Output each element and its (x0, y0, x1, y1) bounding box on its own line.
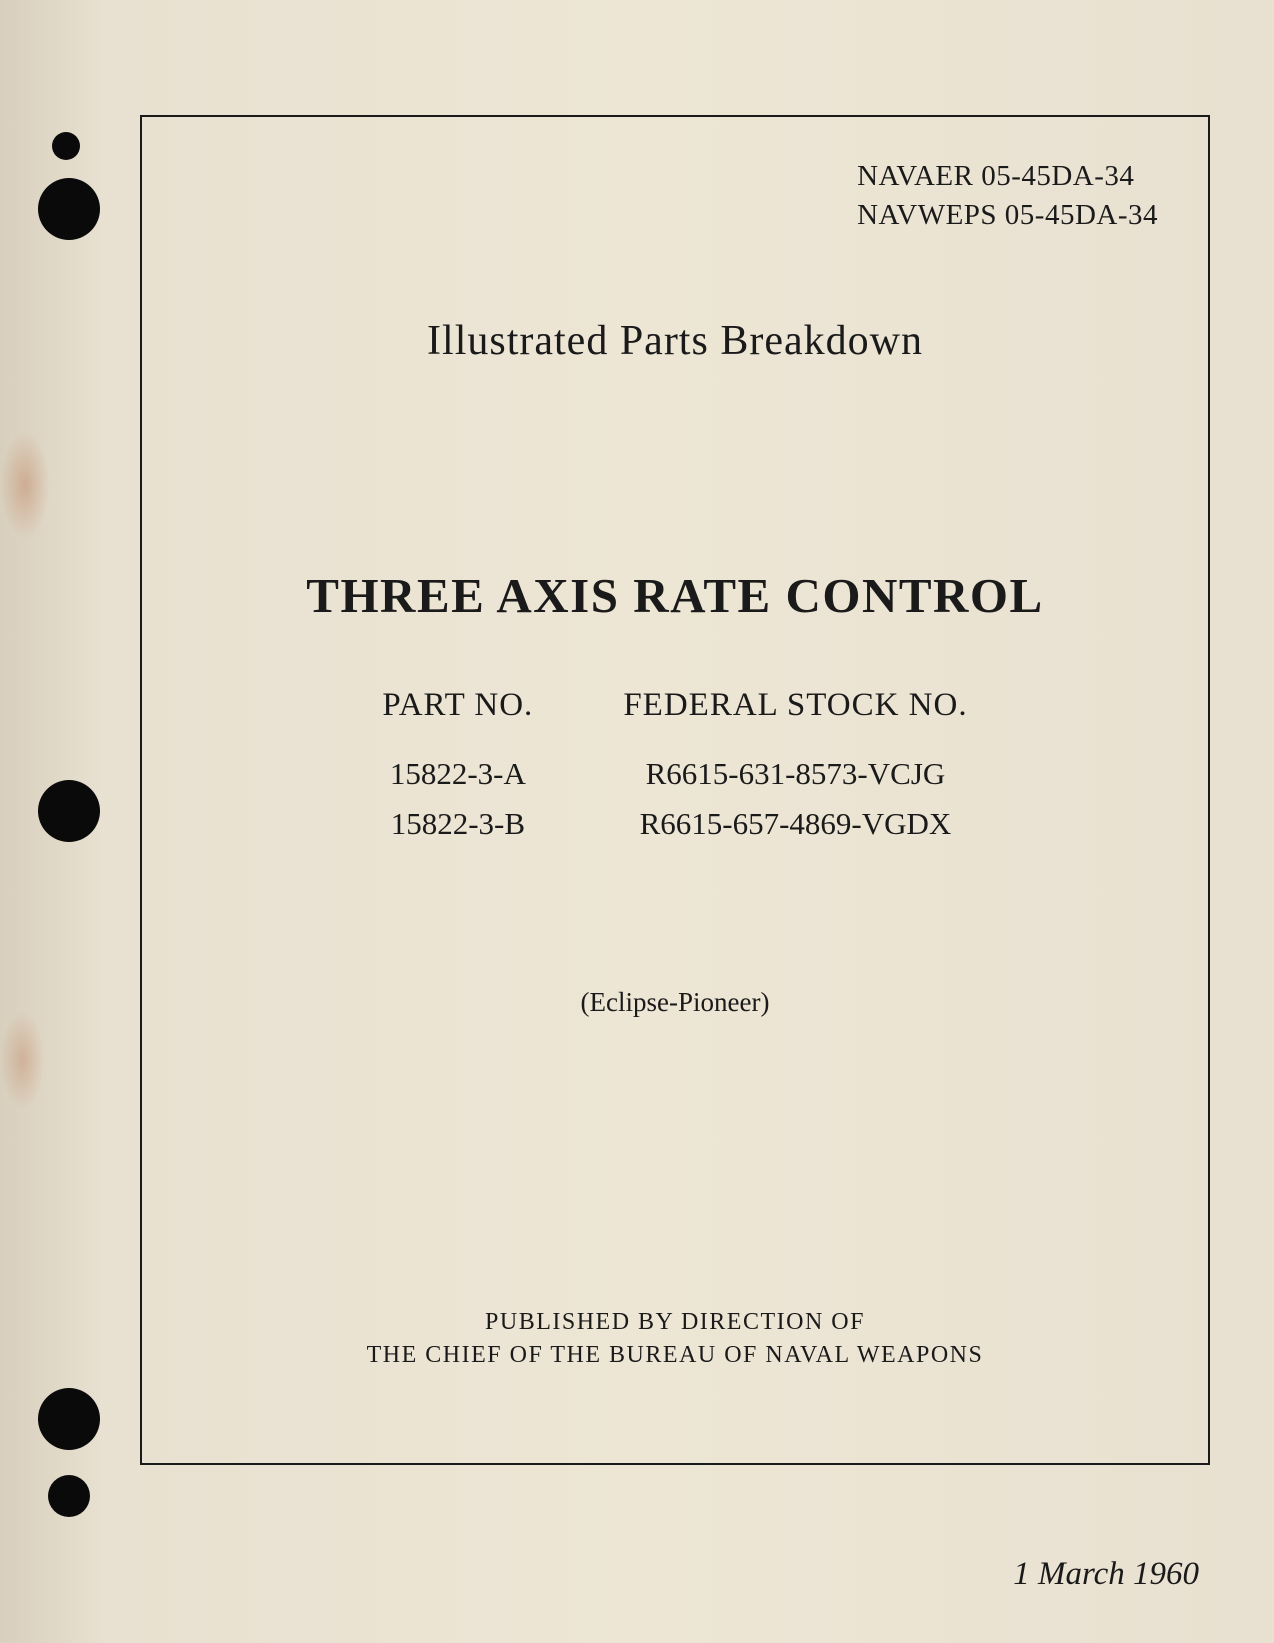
punch-hole (38, 178, 100, 240)
federal-stock-number-column: FEDERAL STOCK NO. R6615-631-8573-VCJG R6… (623, 687, 967, 848)
part-number-column: PART NO. 15822-3-A 15822-3-B (382, 687, 533, 848)
manufacturer-label: (Eclipse-Pioneer) (142, 987, 1208, 1018)
publisher-block: PUBLISHED BY DIRECTION OF THE CHIEF OF T… (142, 1306, 1208, 1373)
federal-stock-number-value: R6615-657-4869-VGDX (623, 799, 967, 849)
document-frame: NAVAER 05-45DA-34 NAVWEPS 05-45DA-34 Ill… (140, 115, 1210, 1465)
federal-stock-number-value: R6615-631-8573-VCJG (623, 749, 967, 799)
publisher-line: PUBLISHED BY DIRECTION OF (142, 1306, 1208, 1340)
punch-hole (38, 780, 100, 842)
document-id-block: NAVAER 05-45DA-34 NAVWEPS 05-45DA-34 (857, 157, 1158, 235)
part-number-value: 15822-3-B (382, 799, 533, 849)
document-type-heading: Illustrated Parts Breakdown (142, 317, 1208, 365)
punch-hole (52, 132, 80, 160)
publisher-line: THE CHIEF OF THE BUREAU OF NAVAL WEAPONS (142, 1339, 1208, 1373)
document-id-line: NAVAER 05-45DA-34 (857, 157, 1158, 196)
punch-hole (38, 1388, 100, 1450)
document-id-line: NAVWEPS 05-45DA-34 (857, 196, 1158, 235)
page-smudge (0, 1010, 45, 1110)
part-number-value: 15822-3-A (382, 749, 533, 799)
federal-stock-number-heading: FEDERAL STOCK NO. (623, 687, 967, 724)
punch-hole (48, 1475, 90, 1517)
part-number-heading: PART NO. (382, 687, 533, 724)
publication-date: 1 March 1960 (1013, 1556, 1199, 1593)
parts-grid: PART NO. 15822-3-A 15822-3-B FEDERAL STO… (142, 687, 1208, 848)
document-title: THREE AXIS RATE CONTROL (142, 567, 1208, 624)
page-smudge (0, 430, 50, 540)
